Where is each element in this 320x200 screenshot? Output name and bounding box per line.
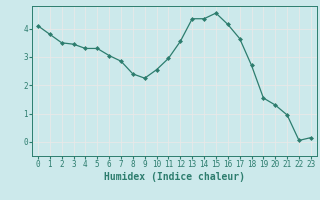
X-axis label: Humidex (Indice chaleur): Humidex (Indice chaleur) bbox=[104, 172, 245, 182]
